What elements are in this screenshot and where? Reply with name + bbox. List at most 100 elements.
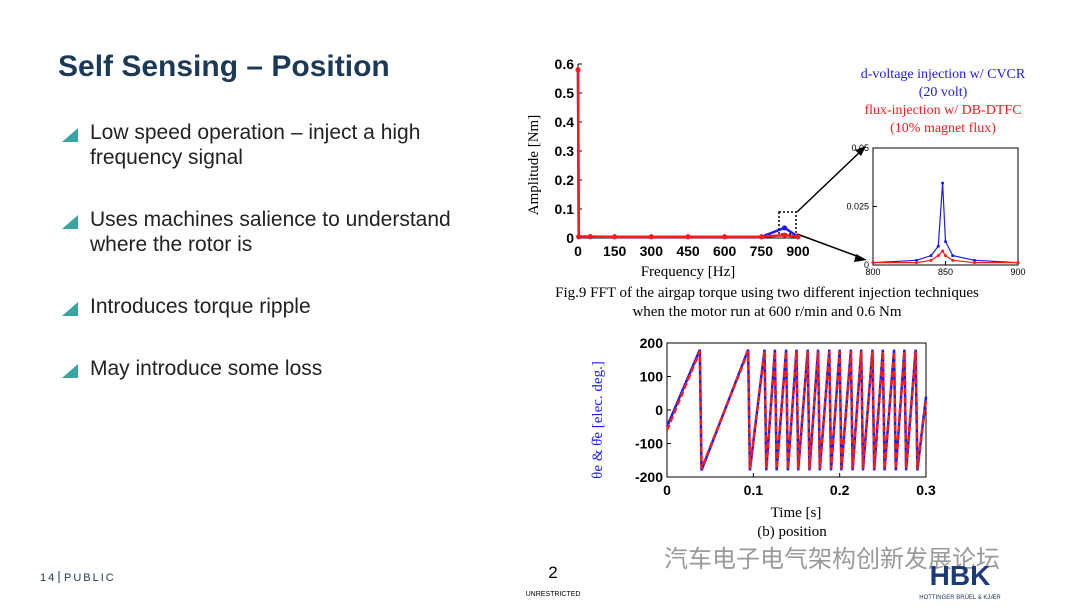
data-point [685, 234, 691, 240]
y-tick-label: -100 [635, 436, 663, 452]
x-tick-label: 900 [1010, 267, 1025, 277]
data-point [941, 249, 945, 253]
data-point [973, 261, 976, 265]
slide-title: Self Sensing – Position [58, 50, 390, 83]
data-line [872, 183, 1019, 264]
data-point [587, 234, 593, 240]
x-tick-label: 0.1 [744, 482, 764, 498]
y-tick-label: 0.3 [555, 143, 575, 159]
y-tick-label: 0 [566, 230, 574, 246]
bullet-marker [62, 215, 78, 229]
data-point [941, 181, 945, 185]
data-point [612, 234, 618, 240]
bullet: Introduces torque ripple [60, 294, 480, 319]
data-point [722, 234, 728, 240]
y-tick-label: 0 [864, 260, 869, 270]
data-point [973, 258, 976, 262]
data-point [795, 234, 801, 240]
y-tick-label: 0.025 [846, 202, 869, 212]
x-tick-label: 0 [663, 482, 671, 498]
data-point [576, 234, 582, 240]
data-point [944, 254, 947, 258]
y-axis-label: Amplitude [Nm] [526, 115, 542, 215]
data-point [936, 244, 940, 248]
bullet: May introduce some loss [60, 356, 480, 381]
data-point [944, 240, 947, 244]
x-tick-label: 150 [603, 243, 627, 259]
data-point [915, 261, 918, 265]
bullet-marker [62, 128, 78, 142]
data-point [929, 254, 933, 258]
footer-label: UNRESTRICTED [526, 591, 581, 598]
x-tick-label: 900 [786, 243, 810, 259]
plot-frame [872, 147, 1019, 266]
y-tick-label: 0.6 [555, 56, 575, 72]
bullet: Uses machines salience to understand whe… [60, 207, 480, 257]
data-point [936, 254, 940, 258]
x-tick-label: 850 [938, 267, 953, 277]
data-point [575, 67, 581, 73]
bullet-list: Low speed operation – inject a high freq… [60, 120, 480, 418]
classification: PUBLIC [64, 572, 116, 584]
y-tick-label: 0.1 [555, 201, 575, 217]
x-tick-label: 300 [640, 243, 664, 259]
data-point [915, 258, 918, 262]
y-tick-label: 0.4 [555, 114, 575, 130]
caption: Fig.9 FFT of the airgap torque using two… [555, 285, 979, 301]
data-point [951, 254, 955, 258]
data-line [576, 69, 799, 239]
data-point [782, 232, 788, 238]
caption: when the motor run at 600 r/min and 0.6 … [632, 304, 901, 320]
bullet-marker [62, 364, 78, 378]
legend-entry: (20 volt) [919, 85, 968, 100]
bullet-text: Introduces torque ripple [90, 295, 311, 318]
bullet-text: Uses machines salience to understand whe… [90, 208, 451, 256]
bullet-text: May introduce some loss [90, 357, 323, 380]
x-axis-label: Frequency [Hz] [641, 264, 736, 280]
legend-entry: d-voltage injection w/ CVCR [861, 67, 1026, 82]
slide-number: 2 [548, 563, 557, 582]
x-tick-label: 800 [865, 267, 880, 277]
caption: (b) position [757, 524, 827, 540]
bullet-marker [62, 302, 78, 316]
arrow [796, 233, 863, 259]
legend-entry: flux-injection w/ DB-DTFC [864, 103, 1021, 118]
arrow-head [855, 146, 866, 156]
page-number: 14 [40, 572, 56, 584]
data-point [951, 258, 955, 262]
y-tick-label: 0.5 [555, 85, 575, 101]
x-tick-label: 0.2 [830, 482, 850, 498]
data-point [758, 234, 764, 240]
legend-entry: (10% magnet flux) [890, 121, 996, 136]
x-tick-label: 0.3 [916, 482, 936, 498]
arrow-head [854, 254, 867, 262]
y-tick-label: 0.2 [555, 172, 575, 188]
zoom-box [778, 211, 797, 235]
data-point [871, 261, 875, 265]
x-tick-label: 750 [750, 243, 774, 259]
data-line [665, 350, 928, 470]
y-axis-label: θe & θ̂e [elec. deg.] [590, 361, 606, 479]
x-tick-label: 600 [713, 243, 737, 259]
data-point [782, 225, 788, 231]
bullet-text: Low speed operation – inject a high freq… [90, 121, 421, 169]
data-point [929, 258, 933, 262]
y-tick-label: 100 [640, 369, 664, 385]
x-tick-label: 0 [574, 243, 582, 259]
y-tick-label: 200 [640, 335, 664, 351]
data-point [1016, 261, 1020, 265]
watermark: 汽车电子电气架构创新发展论坛 [664, 545, 1000, 573]
data-line [576, 69, 799, 239]
data-point [648, 234, 654, 240]
logo-subtitle: HOTTINGER BRÜEL & KJÆR [919, 594, 1001, 601]
logo: HBK [930, 560, 991, 591]
y-tick-label: -200 [635, 469, 663, 485]
y-tick-label: 0 [655, 402, 663, 418]
bullet: Low speed operation – inject a high freq… [60, 120, 480, 170]
x-axis-label: Time [s] [771, 505, 822, 521]
arrow [796, 149, 863, 213]
x-tick-label: 450 [676, 243, 700, 259]
y-tick-label: 0.05 [851, 143, 869, 153]
